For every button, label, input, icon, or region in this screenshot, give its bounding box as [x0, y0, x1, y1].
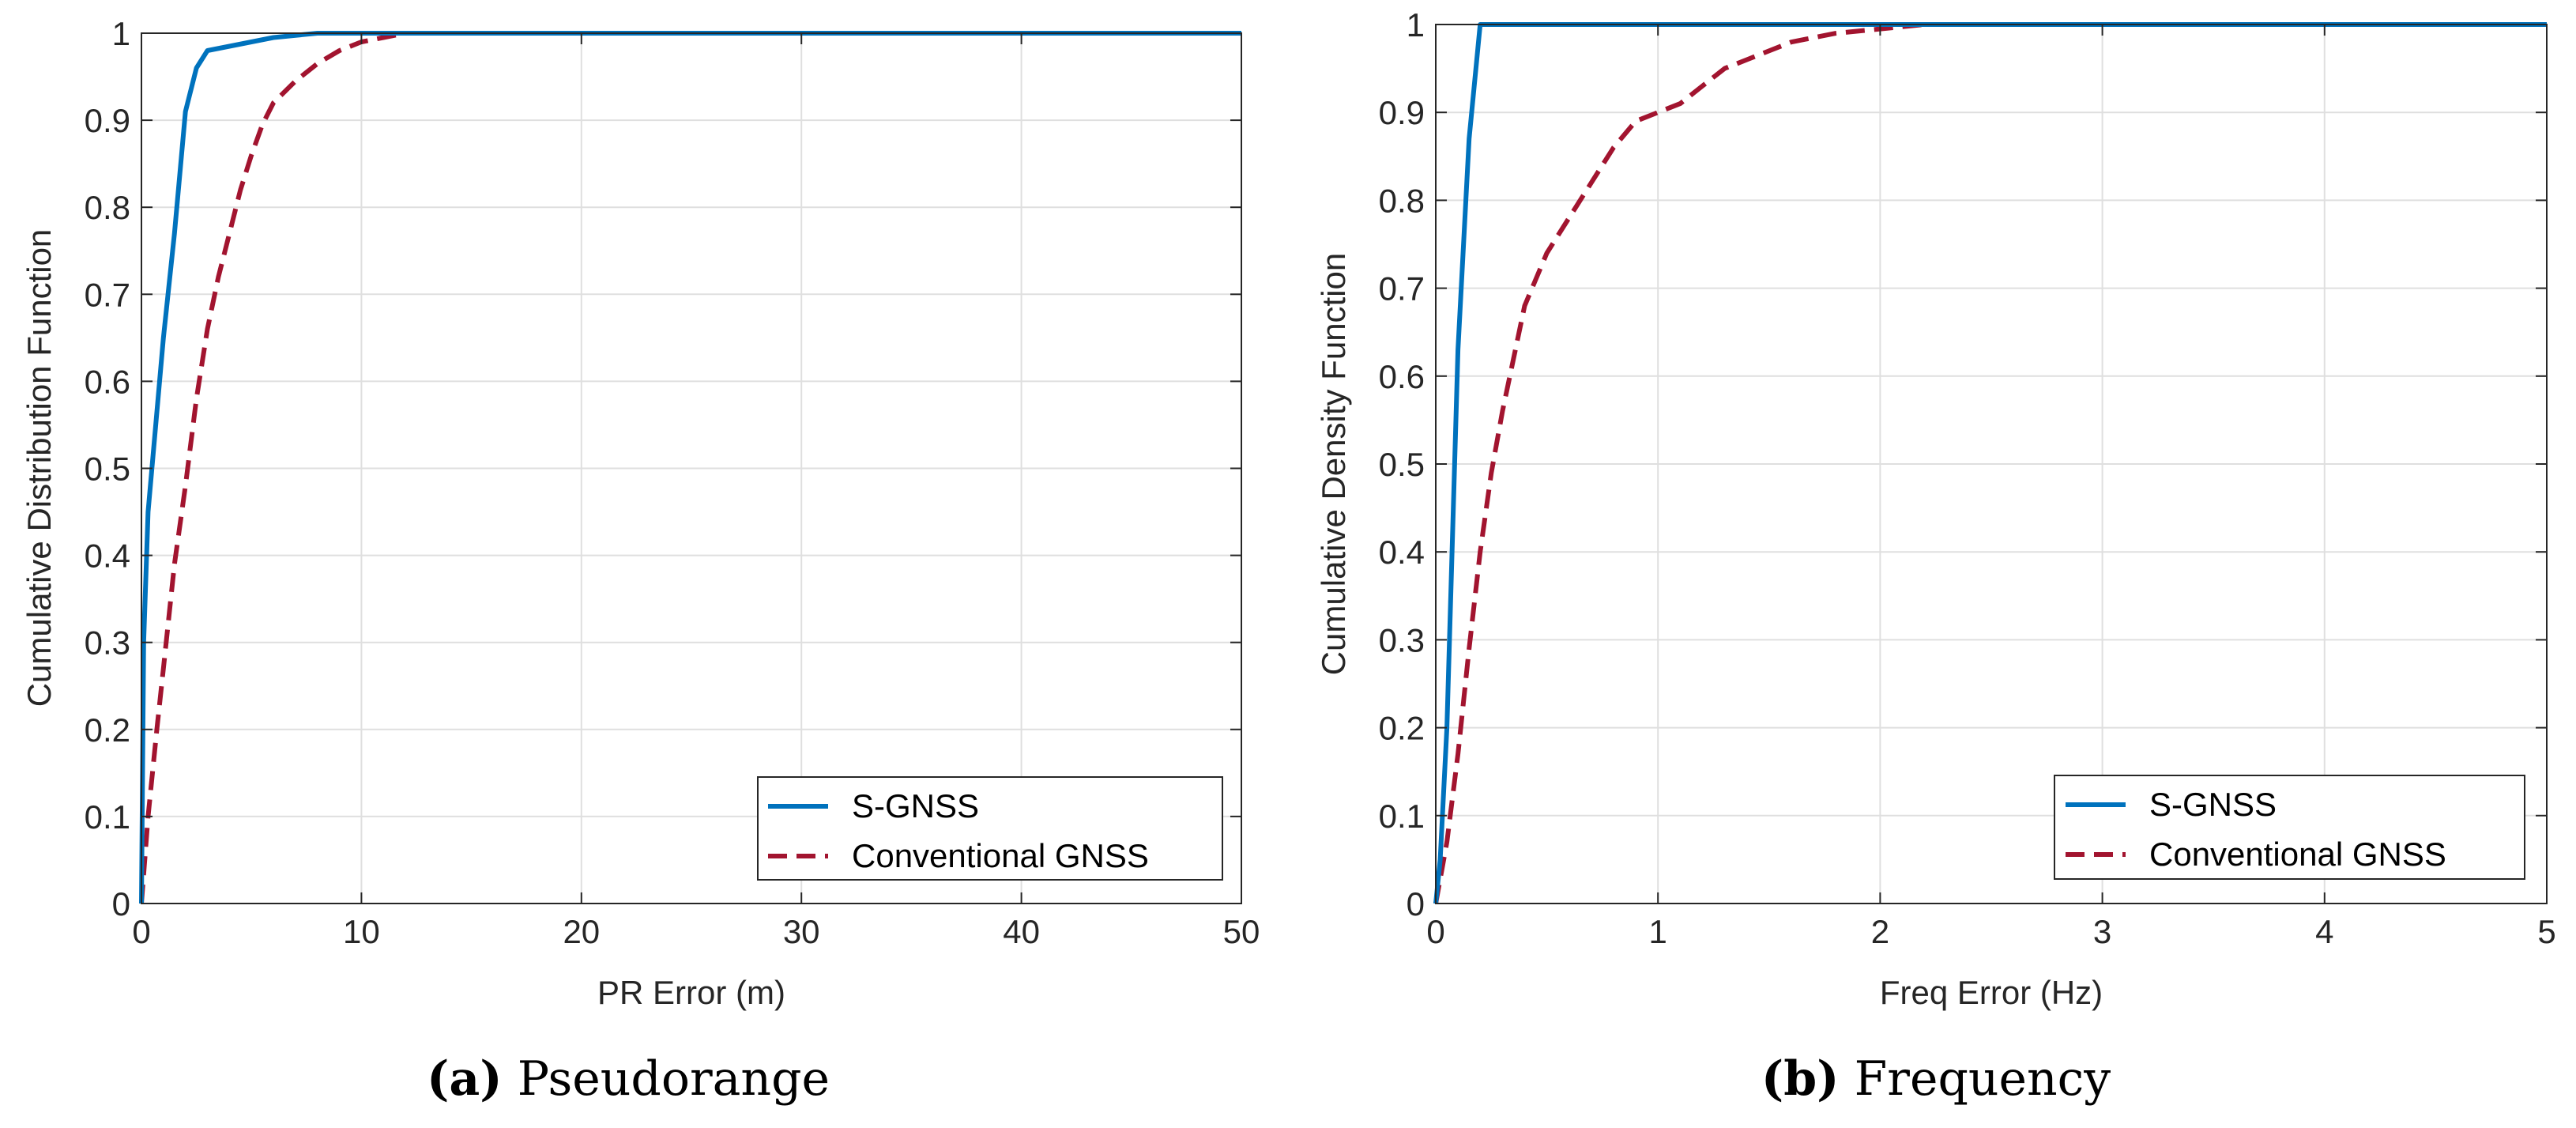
panel-a-x-tick-label: 30: [783, 913, 820, 950]
panel-a-y-tick-label: 1: [112, 15, 130, 52]
panel-b-y-tick-label: 0.1: [1379, 798, 1425, 835]
panel-b-x-tick-label: 1: [1649, 913, 1667, 950]
panel-b-y-tick-label: 0.6: [1379, 358, 1425, 395]
panel-a-x-tick-label: 10: [343, 913, 380, 950]
panel-b-y-tick-label: 0.2: [1379, 710, 1425, 747]
panel-b-y-tick-label: 0.4: [1379, 534, 1425, 571]
panel-b-x-tick-label: 0: [1426, 913, 1444, 950]
panel-a-y-tick-label: 0: [112, 885, 130, 922]
panel-b-y-tick-label: 0: [1407, 885, 1425, 922]
panel-a-y-tick-label: 0.8: [85, 189, 130, 226]
panel-b-caption-label: (b): [1761, 1051, 1840, 1107]
panel-a-legend: S-GNSS Conventional GNSS: [757, 776, 1223, 881]
panel-a-y-tick-label: 0.7: [85, 276, 130, 313]
panel-b-y-axis-label: Cumulative Density Function: [1315, 253, 1352, 676]
panel-a-series-conventional-gnss-line: [139, 31, 1241, 904]
panel-a-x-tick-label: 50: [1223, 913, 1260, 950]
panel-a-legend-box: [757, 776, 1223, 881]
panel-a-x-tick-label: 0: [132, 913, 150, 950]
panel-a-x-axis-label: PR Error (m): [597, 974, 785, 1011]
panel-b-legend-label-conventional-gnss: Conventional GNSS: [2149, 836, 2446, 873]
panel-b-x-tick-label: 2: [1871, 913, 1889, 950]
panel-a-y-tick-label: 0.5: [85, 451, 130, 488]
panel-a-y-tick-label: 0.4: [85, 538, 130, 575]
panel-a-y-tick-label: 0.2: [85, 711, 130, 749]
panel-b-x-axis-label: Freq Error (Hz): [1880, 974, 2103, 1011]
panel-b-ticks: 0 1 2 3 4 5 0 0.1 0.2 0.3 0.4 0.5 0.6 0.7 0.8 0.9 1: [1379, 6, 2556, 950]
panel-a-caption-label: (a): [427, 1051, 503, 1107]
panel-a-caption-text: Pseudorange: [518, 1051, 830, 1107]
panel-b-y-tick-label: 0.7: [1379, 270, 1425, 307]
panel-b-legend-box: [2054, 775, 2525, 880]
panel-a-series: [139, 31, 1241, 904]
panel-a-series-s-gnss-line: [139, 31, 1241, 904]
panel-a-legend-label-conventional-gnss: Conventional GNSS: [852, 837, 1149, 874]
panel-a-y-axis-label: Cumulative Distribution Function: [21, 229, 58, 707]
panel-a-ticks: 0 10 20 30 40 50 0 0.1 0.2 0.3 0.4 0.5 0.6 0.7 0.8 0.9 1: [85, 15, 1260, 950]
panel-b-caption-text: Frequency: [1855, 1051, 2111, 1107]
panel-b-y-tick-label: 0.3: [1379, 621, 1425, 658]
panel-a-caption: (a) Pseudorange: [427, 1051, 830, 1107]
panel-a-y-tick-label: 0.6: [85, 363, 130, 400]
panel-b-caption: (b) Frequency: [1761, 1051, 2111, 1107]
panel-b: 0 1 2 3 4 5 0 0.1 0.2 0.3 0.4 0.5 0.6 0.7 0.8 0.9 1 Freq…: [1315, 6, 2556, 1107]
panel-b-series-conventional-gnss-line: [1433, 22, 2547, 904]
panel-a-x-tick-label: 20: [563, 913, 600, 950]
panel-b-legend-label-s-gnss: S-GNSS: [2149, 786, 2277, 823]
panel-a-y-tick-label: 0.9: [85, 102, 130, 139]
panel-a: 0 10 20 30 40 50 0 0.1 0.2 0.3 0.4 0.5 0.6 0.7 0.8 0.9 1…: [21, 15, 1260, 1107]
panel-b-x-tick-label: 5: [2537, 913, 2555, 950]
panel-b-x-tick-label: 3: [2093, 913, 2111, 950]
panel-a-y-tick-label: 0.1: [85, 798, 130, 836]
panel-b-legend: S-GNSS Conventional GNSS: [2054, 775, 2525, 880]
panel-a-x-tick-label: 40: [1003, 913, 1040, 950]
panel-b-y-tick-label: 0.5: [1379, 446, 1425, 483]
panel-b-y-tick-label: 0.8: [1379, 182, 1425, 219]
panel-a-legend-label-s-gnss: S-GNSS: [852, 787, 979, 824]
panel-b-x-tick-label: 4: [2315, 913, 2333, 950]
panel-a-y-tick-label: 0.3: [85, 624, 130, 662]
panel-b-y-tick-label: 1: [1407, 6, 1425, 43]
panel-b-y-tick-label: 0.9: [1379, 94, 1425, 131]
